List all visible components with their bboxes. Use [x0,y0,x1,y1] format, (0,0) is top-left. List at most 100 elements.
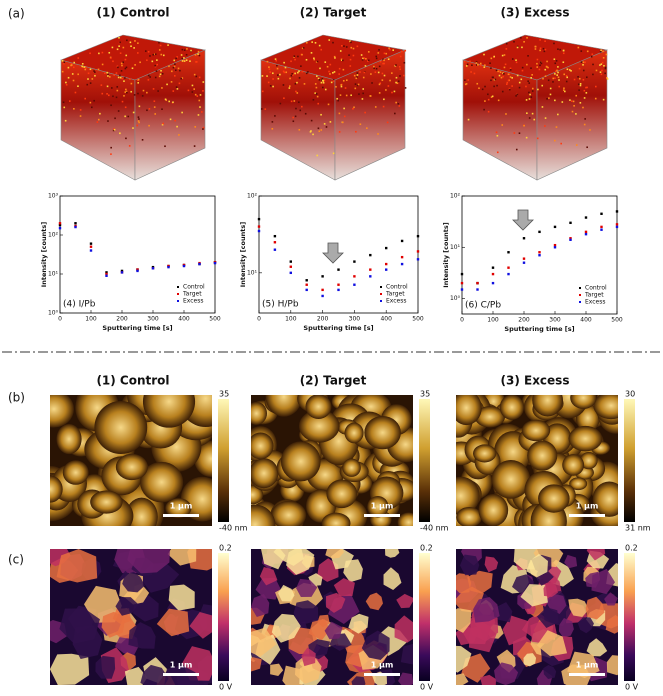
kpfm-image [456,549,618,685]
cube-dot [577,76,579,78]
cube-dot [502,72,504,75]
cube-dot [601,69,603,72]
cube-dot [393,90,396,93]
cube-dot [264,108,267,110]
domain [523,653,537,667]
cube-dot [554,70,557,73]
cube-dot [544,75,547,78]
cube-dot [261,75,264,77]
cube-dot [202,90,204,92]
cube-dot [594,97,597,100]
data-point [337,283,340,286]
cube-dot [378,65,381,68]
cube-dot [397,80,400,83]
cube-dot [511,85,513,87]
cube-dot [298,128,301,131]
y-tick-label: 10¹ [247,269,258,276]
grain [478,494,509,526]
cube-dot [534,48,537,50]
domain [259,567,278,586]
plot-frame [461,195,618,315]
cube-dot [87,72,90,75]
cube-dot [108,51,111,54]
colorbar-max: 0.2 [420,544,433,553]
cube-dot [580,50,583,52]
cube-dot [124,77,126,79]
cube-dot [112,129,115,132]
data-point [507,266,510,269]
cube-dot [181,48,184,51]
cube-dot [498,74,501,77]
cube-dot [475,64,478,66]
cube-dot [355,77,358,80]
cube-dot [307,71,309,73]
cube-dot [197,53,199,55]
domain [543,665,557,679]
cube-dot [320,129,323,131]
cube-dot [89,52,91,55]
cube-dot [507,79,510,82]
x-axis-label: Sputtering time [s] [303,324,373,332]
cube-dot [70,63,73,65]
cube-dot [562,61,565,64]
cube-dot [367,51,370,53]
cube-dot [132,127,134,129]
cube-dot [147,79,150,81]
data-point [553,225,557,229]
cube-dot [121,64,123,67]
cube-dot [261,90,264,93]
legend-swatch [380,300,382,302]
cube-dot [549,87,552,90]
grain [305,395,332,419]
cube-dot [404,87,407,89]
cube-dot [573,78,576,81]
cube-dot [399,68,402,71]
cube-dot [476,82,479,85]
cube-dot [531,112,534,115]
cube-dot [541,84,544,87]
cube-dot [108,76,111,78]
cube-dot [160,69,162,72]
cube-dot [356,74,359,76]
cube-dot [304,112,307,115]
cube-dot [602,50,604,53]
domain [396,593,413,609]
cube-dot [174,119,176,122]
cube-dot [361,98,364,100]
cube-dot [493,85,495,88]
y-tick-label: 10² [450,193,461,200]
cube-dot [392,49,394,51]
cube-dot [503,54,506,56]
cube-dot [107,73,109,76]
cube-dot [89,82,92,84]
cube-dot [374,106,377,108]
cube-dot [555,60,558,62]
cube-dot [479,64,482,67]
cube-dot [481,88,484,91]
data-point [460,272,464,276]
cube-dot [310,52,313,54]
cube-dot [294,115,297,118]
cube-dot [332,80,335,82]
x-tick-label: 300 [349,316,361,323]
domain [577,617,594,634]
cube-dot [387,85,390,87]
cube-dot [599,50,602,53]
data-point [460,281,464,285]
cube-dot [483,53,485,56]
cube-dot [496,84,498,87]
cube-dot [586,146,588,149]
cube-dot [515,61,518,64]
cube-dot [202,81,205,83]
domain [301,647,316,667]
cube-dot [515,95,517,97]
cube-dot [290,60,292,63]
grain [538,484,570,513]
cube-dot [395,101,397,104]
cube-dot [536,58,539,61]
data-point [257,217,261,221]
cube-dot [107,120,109,122]
data-point [74,225,77,229]
cube-dot [329,63,332,66]
cube-dot [358,93,360,95]
